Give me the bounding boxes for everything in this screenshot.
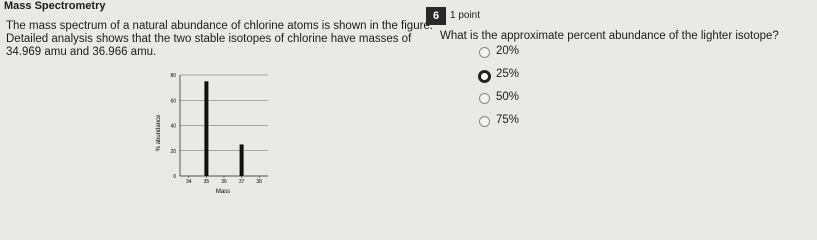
bar xyxy=(239,144,244,176)
page-title: Mass Spectrometry xyxy=(4,0,106,12)
option-label[interactable]: 50% xyxy=(496,91,520,103)
option-label[interactable]: 75% xyxy=(496,114,520,126)
option-label[interactable]: 25% xyxy=(496,68,520,80)
x-axis-label: Mass xyxy=(216,189,230,195)
x-tick-label: 36 xyxy=(221,179,227,185)
radio-button[interactable] xyxy=(478,70,491,83)
question-prompt: What is the approximate percent abundanc… xyxy=(440,30,779,42)
y-tick-label: 60 xyxy=(170,98,176,104)
stem-line: Detailed analysis shows that the two sta… xyxy=(6,33,412,45)
radio-button[interactable] xyxy=(479,116,490,127)
x-tick-label: 34 xyxy=(186,179,192,185)
figure: % abundance Mass 0 20 40 60 80 34 35 36 37 38 xyxy=(156,73,268,195)
y-tick-label: 20 xyxy=(170,149,176,155)
y-tick-label: 40 xyxy=(170,124,176,130)
question-number: 6 xyxy=(426,7,446,25)
quiz-page: Mass Spectrometry The mass spectrum of a… xyxy=(4,0,779,195)
option-label[interactable]: 20% xyxy=(496,45,520,57)
radio-button[interactable] xyxy=(479,47,490,58)
x-tick-label: 35 xyxy=(204,179,210,185)
x-tick-label: 37 xyxy=(239,179,245,185)
y-tick-label: 0 xyxy=(173,174,176,180)
points: 1 point xyxy=(450,10,481,21)
radio-button[interactable] xyxy=(479,93,490,104)
stem-line: 34.969 amu and 36.966 amu. xyxy=(6,46,157,58)
y-axis-label: % abundance xyxy=(156,114,162,151)
bar xyxy=(204,81,209,176)
stem-line: The mass spectrum of a natural abundance… xyxy=(6,20,434,32)
y-tick-label: 80 xyxy=(170,73,176,79)
x-tick-label: 38 xyxy=(256,179,262,185)
